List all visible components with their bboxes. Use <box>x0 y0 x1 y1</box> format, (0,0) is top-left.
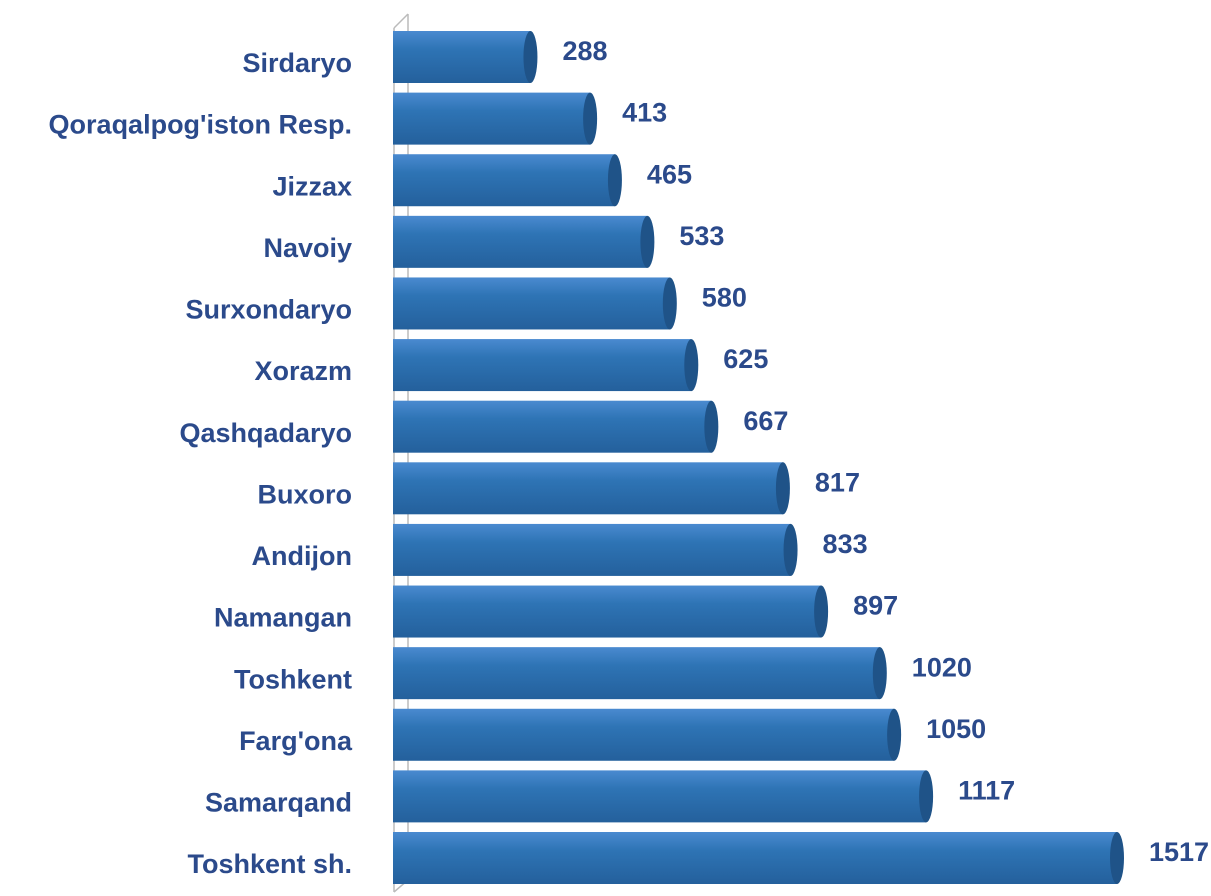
category-label: Qoraqalpog'iston Resp. <box>49 110 352 140</box>
value-label: 833 <box>823 529 868 559</box>
value-label: 897 <box>853 591 898 621</box>
bar-cap <box>640 215 655 268</box>
category-label: Farg'ona <box>239 726 353 756</box>
bar <box>393 215 648 268</box>
bar <box>393 770 927 823</box>
bar <box>393 462 783 515</box>
value-label: 667 <box>743 406 788 436</box>
category-label: Surxondaryo <box>185 295 352 325</box>
bar-cap <box>684 339 699 392</box>
bar-cap <box>662 277 677 330</box>
bar <box>393 92 591 145</box>
bar-cap <box>872 647 887 700</box>
bar <box>393 400 712 453</box>
value-label: 413 <box>622 98 667 128</box>
category-label: Toshkent <box>234 664 352 694</box>
value-label: 533 <box>679 221 724 251</box>
bar-cap <box>887 708 902 761</box>
bar-cap <box>704 400 719 453</box>
value-label: 580 <box>702 283 747 313</box>
bar <box>393 154 615 207</box>
bar <box>393 277 670 330</box>
category-label: Namangan <box>214 603 352 633</box>
category-label: Xorazm <box>254 356 352 386</box>
value-label: 465 <box>647 159 692 189</box>
value-label: 1117 <box>958 776 1015 806</box>
bar <box>393 708 895 761</box>
value-label: 1517 <box>1149 837 1209 867</box>
bar <box>393 31 531 83</box>
bar <box>393 585 822 638</box>
bar-cap <box>919 770 934 823</box>
category-label: Toshkent sh. <box>187 849 352 879</box>
bar <box>393 339 692 392</box>
category-label: Qashqadaryo <box>179 418 352 448</box>
category-label: Buxoro <box>258 479 353 509</box>
bar-cap <box>607 154 622 207</box>
value-label: 288 <box>562 36 607 66</box>
category-label: Navoiy <box>263 233 352 263</box>
category-label: Andijon <box>252 541 352 571</box>
category-label: Samarqand <box>205 788 352 818</box>
bar-cap <box>814 585 829 638</box>
bar <box>393 647 880 700</box>
bar-cap <box>523 31 538 83</box>
bar-cap <box>775 462 790 515</box>
bar <box>393 523 791 576</box>
bar-cap <box>583 92 598 145</box>
value-label: 625 <box>723 344 768 374</box>
value-label: 1020 <box>912 652 972 682</box>
category-label: Jizzax <box>272 171 352 201</box>
category-label: Sirdaryo <box>242 48 352 78</box>
bar <box>393 832 1117 884</box>
value-label: 817 <box>815 467 860 497</box>
value-label: 1050 <box>926 714 986 744</box>
bar-cap <box>783 523 798 576</box>
bar-cap <box>1110 832 1124 884</box>
